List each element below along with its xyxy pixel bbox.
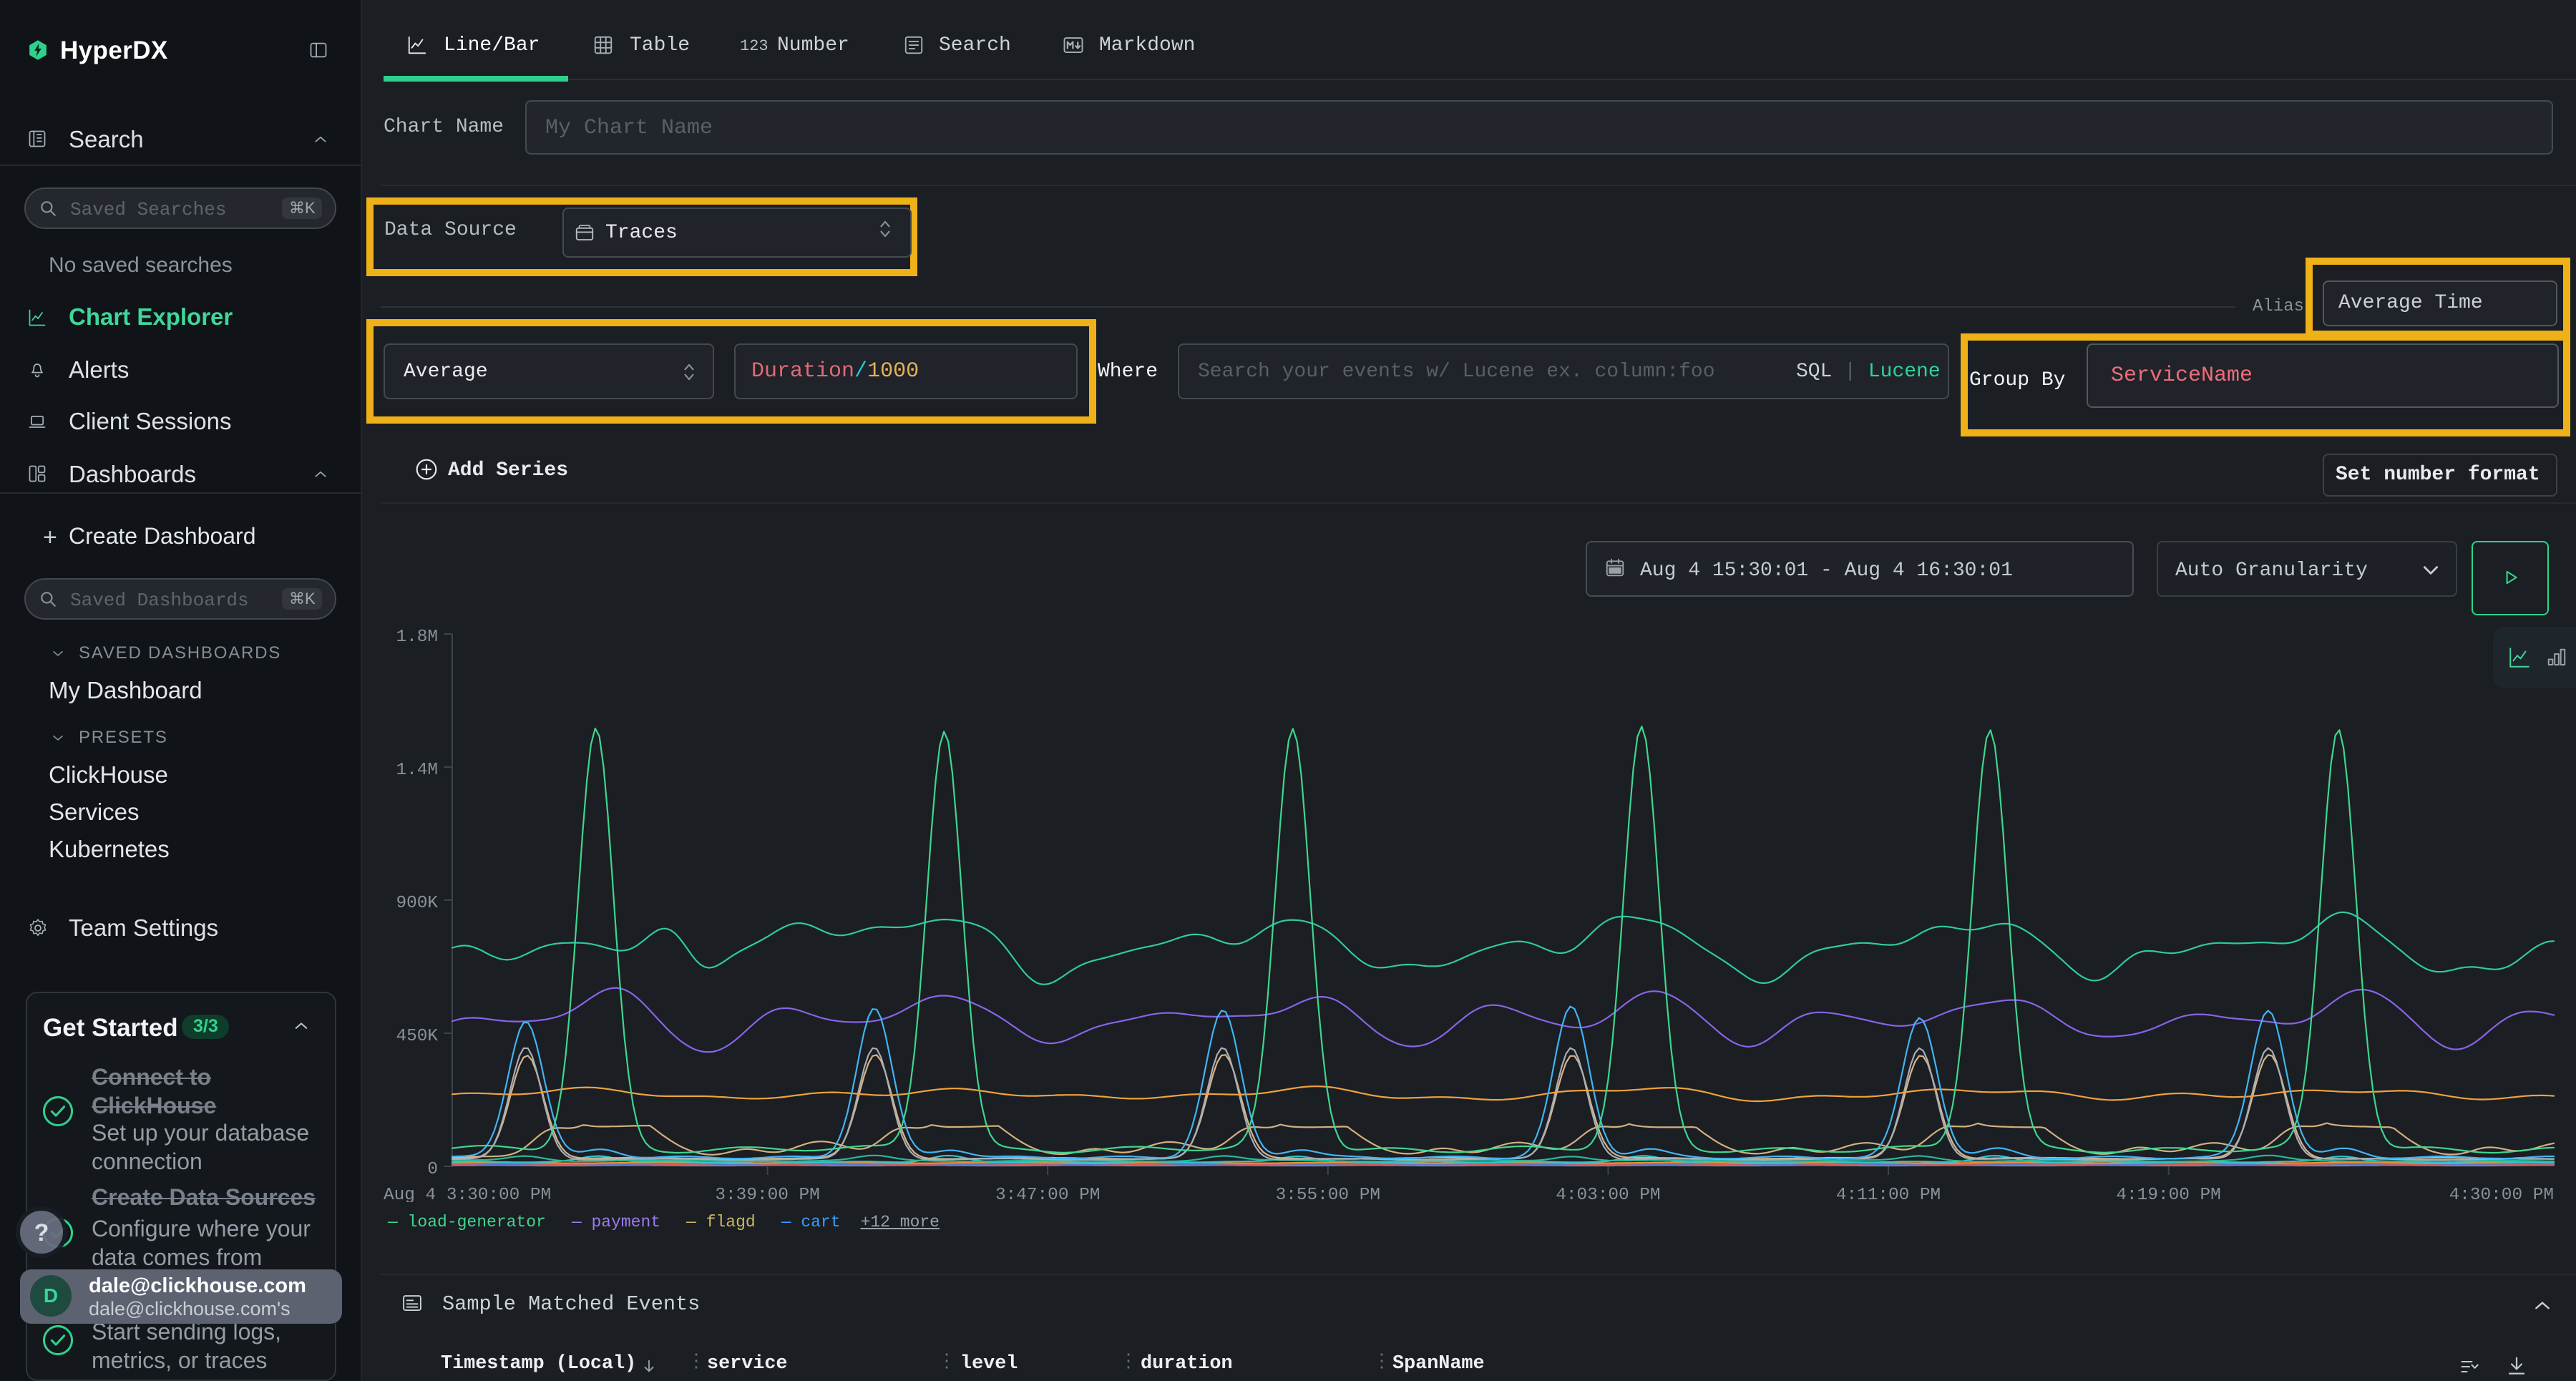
svg-text:3:47:00 PM: 3:47:00 PM	[995, 1186, 1100, 1202]
svg-text:4:30:00 PM: 4:30:00 PM	[2449, 1186, 2554, 1202]
svg-text:4:03:00 PM: 4:03:00 PM	[1556, 1186, 1660, 1202]
svg-text:1.8M: 1.8M	[396, 628, 438, 647]
svg-text:0: 0	[427, 1160, 438, 1179]
svg-text:4:11:00 PM: 4:11:00 PM	[1836, 1186, 1941, 1202]
svg-text:3:39:00 PM: 3:39:00 PM	[715, 1186, 819, 1202]
svg-text:3:55:00 PM: 3:55:00 PM	[1276, 1186, 1380, 1202]
svg-text:450K: 450K	[396, 1027, 438, 1046]
svg-text:900K: 900K	[396, 894, 438, 913]
svg-text:1.4M: 1.4M	[396, 761, 438, 780]
svg-text:Aug 4 3:30:00 PM: Aug 4 3:30:00 PM	[384, 1186, 551, 1202]
svg-text:4:19:00 PM: 4:19:00 PM	[2116, 1186, 2220, 1202]
